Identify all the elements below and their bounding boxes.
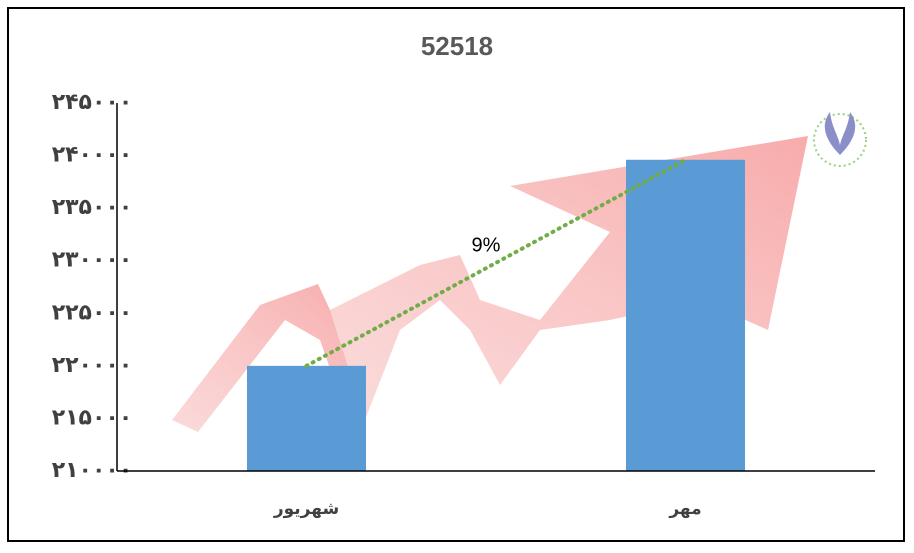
y-tick-label: ۲۲۰۰۰۰: [52, 353, 133, 378]
y-tick-label: ۲۴۰۰۰۰: [52, 143, 133, 168]
chart-title: 52518: [421, 31, 493, 61]
bar: [625, 159, 746, 471]
trend-line: [304, 157, 688, 368]
x-tick-label: شهریور: [273, 499, 339, 519]
y-tick-label: ۲۴۵۰۰۰: [52, 90, 133, 115]
annotation: 9%: [472, 234, 501, 256]
y-tick-label: ۲۳۰۰۰۰: [52, 248, 133, 273]
y-tick-label: ۲۲۵۰۰۰: [52, 300, 133, 325]
y-tick-label: ۲۳۵۰۰۰: [52, 195, 133, 220]
logo: [813, 112, 867, 167]
bar: [246, 365, 367, 471]
x-tick-label: مهر: [668, 499, 701, 519]
y-tick-label: ۲۱۵۰۰۰: [52, 405, 133, 430]
